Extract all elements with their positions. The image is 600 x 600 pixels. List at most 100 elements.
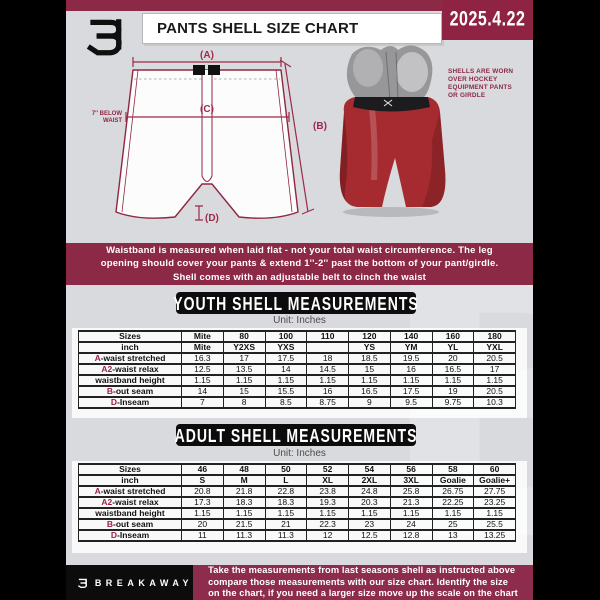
table-cell: 1.15: [222, 507, 266, 520]
label-a: (A): [200, 50, 214, 61]
table-cell: 14.5: [306, 363, 349, 376]
table-row: Sizes Mite 80 100 110 120 140 160 180: [78, 330, 516, 343]
table-cell: 2XL: [348, 474, 391, 487]
table-row: waistband height 1.15 1.15 1.15 1.15 1.15 1.15…: [78, 507, 516, 520]
table-cell: 1.15: [389, 374, 433, 387]
shell-waistband: [353, 97, 430, 112]
row-label: D-Inseam: [78, 396, 182, 409]
table-cell: 20.5: [473, 352, 516, 365]
table-cell: 7: [181, 396, 224, 409]
table-cell: 1.15: [348, 374, 391, 387]
table-cell: Mite: [181, 341, 224, 354]
table-row: Sizes 46 48 50 52 54 56 58 60: [78, 463, 516, 476]
youth-heading-text: YOUTH SHELL MEASUREMENTS: [173, 292, 419, 314]
table-cell: 1.15: [473, 507, 516, 520]
table-cell: 16.5: [431, 363, 475, 376]
table-row: inch Mite Y2XS YXS YS YM YL YXL: [78, 341, 516, 354]
table-cell: 22.8: [264, 485, 308, 498]
table-cell: 12.5: [348, 529, 391, 542]
table-row: A-waist stretched 16.3 17 17.5 18 18.5 19.5 20 2…: [78, 352, 516, 365]
table-cell: 16.3: [181, 352, 224, 365]
red-shell-shape: [339, 97, 446, 207]
table-cell: 16: [306, 385, 349, 398]
row-label: A-waist stretched: [78, 485, 182, 498]
table-cell: 1.15: [431, 507, 475, 520]
table-cell: 22.3: [306, 518, 349, 531]
footer-note-text: Take the measurements from last seasons …: [208, 565, 518, 599]
youth-measurements-table: Sizes Mite 80 100 110 120 140 160 180 inch Mite Y2X…: [78, 330, 516, 409]
table-cell: 8.75: [306, 396, 349, 409]
waistband-info-text: Waistband is measured when laid flat - n…: [100, 244, 499, 283]
table-cell: 25: [431, 518, 475, 531]
table-row: A2-waist relax 17.3 18.3 18.3 19.3 20.3 21.3 22…: [78, 496, 516, 509]
table-cell: 9: [348, 396, 391, 409]
table-cell: 58: [431, 463, 475, 476]
table-cell: 1.15: [389, 507, 433, 520]
breakaway-logo-icon-small: [77, 578, 87, 588]
table-cell: 11: [181, 529, 224, 542]
table-cell: 14: [181, 385, 224, 398]
table-cell: Mite: [181, 330, 224, 343]
table-cell: 21.5: [222, 518, 266, 531]
table-cell: 1.15: [431, 374, 475, 387]
table-cell: 23.25: [473, 496, 516, 509]
table-cell: 26.75: [431, 485, 475, 498]
table-cell: 1.15: [306, 374, 349, 387]
table-cell: 12.5: [181, 363, 224, 376]
table-cell: 1.15: [222, 374, 266, 387]
table-cell: 23: [348, 518, 391, 531]
table-cell: Goalie: [431, 474, 475, 487]
breakaway-logo-icon: [86, 19, 122, 56]
table-cell: 9.5: [389, 396, 433, 409]
table-row: A-waist stretched 20.8 21.8 22.8 23.8 24.8 25.…: [78, 485, 516, 498]
table-cell: 21: [264, 518, 308, 531]
table-cell: 12.8: [389, 529, 433, 542]
table-cell: 11.3: [264, 529, 308, 542]
table-cell: 50: [264, 463, 308, 476]
table-row: B-out seam 20 21.5 21 22.3 23 24 25 25.5: [78, 518, 516, 531]
table-cell: 19.5: [389, 352, 433, 365]
shell-note: SHELLS ARE WORN OVER HOCKEY EQUIPMENT PA…: [448, 68, 514, 99]
table-cell: 20.3: [348, 496, 391, 509]
table-cell: 120: [348, 330, 391, 343]
row-label: B-out seam: [78, 385, 182, 398]
table-cell: 48: [222, 463, 266, 476]
waistband-info-banner: Waistband is measured when laid flat - n…: [66, 243, 533, 285]
table-cell: [306, 341, 349, 354]
table-cell: 18.3: [264, 496, 308, 509]
table-cell: 20.8: [181, 485, 224, 498]
table-cell: 3XL: [389, 474, 433, 487]
table-cell: 1.15: [264, 374, 308, 387]
row-label: waistband height: [78, 507, 182, 520]
belt-buckle: [193, 65, 205, 75]
document: B PANTS SHELL SIZE CHART 2025.4.22: [66, 0, 533, 600]
table-cell: 1.15: [181, 507, 224, 520]
top-accent-bar: [66, 0, 533, 11]
table-cell: 25.5: [473, 518, 516, 531]
table-cell: 17.5: [264, 352, 308, 365]
table-cell: 54: [348, 463, 391, 476]
adult-section-header: ADULT SHELL MEASUREMENTS: [175, 424, 416, 446]
table-cell: 16: [389, 363, 433, 376]
row-label: waistband height: [78, 374, 182, 387]
date-badge: 2025.4.22: [442, 0, 533, 40]
adult-table-panel: Sizes 46 48 50 52 54 56 58 60 inch S M L XL 2XL 3XL Goal…: [72, 461, 527, 553]
table-cell: 46: [181, 463, 224, 476]
label-c: (C): [200, 104, 214, 115]
page-title: PANTS SHELL SIZE CHART: [157, 20, 359, 37]
row-label: D-Inseam: [78, 529, 182, 542]
table-cell: 17.5: [389, 385, 433, 398]
table-cell: 1.15: [306, 507, 349, 520]
row-label: B-out seam: [78, 518, 182, 531]
adult-unit-label: Unit: Inches: [273, 448, 326, 459]
row-label: A-waist stretched: [78, 352, 182, 365]
table-cell: Goalie+: [473, 474, 516, 487]
row-label: inch: [78, 341, 182, 354]
table-cell: 24: [389, 518, 433, 531]
table-cell: 14: [264, 363, 308, 376]
table-row: waistband height 1.15 1.15 1.15 1.15 1.15 1.15…: [78, 374, 516, 387]
table-cell: 20: [181, 518, 224, 531]
table-cell: 23.8: [306, 485, 349, 498]
table-cell: 15.5: [264, 385, 308, 398]
